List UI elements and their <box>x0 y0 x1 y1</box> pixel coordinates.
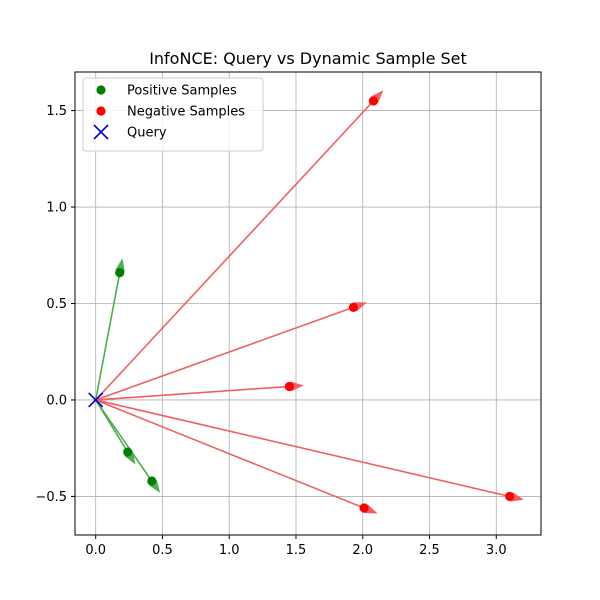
legend-query-marker-stroke <box>93 124 109 140</box>
negative-arrow-shaft <box>95 385 292 401</box>
legend-box <box>82 77 264 152</box>
points <box>88 96 515 513</box>
negative-sample-point <box>359 503 369 513</box>
x-tick-label: 3.0 <box>486 543 507 558</box>
query-marker-stroke <box>88 392 104 408</box>
legend-negative-marker <box>96 106 106 116</box>
legend-label: Query <box>127 126 167 141</box>
positive-sample-point <box>123 447 133 457</box>
positive-arrow-shaft <box>94 270 121 401</box>
negative-sample-point <box>284 381 294 392</box>
positive-arrow-shaft <box>95 399 154 484</box>
negative-sample-point <box>368 96 379 106</box>
x-tick-label: 2.0 <box>352 543 373 558</box>
y-tick-label: 0.0 <box>46 393 67 408</box>
x-tick-label: 0.0 <box>85 543 106 558</box>
y-tick-label: 1.5 <box>46 104 67 119</box>
negative-arrow-shaft <box>95 399 512 498</box>
negative-arrow-shaft <box>95 98 376 401</box>
axes: 0.0 0.5 1.0 1.5 2.0 2.5 3.0 −0.5 0.0 0.5 1.0 1.5 <box>35 71 542 558</box>
x-tick-label: 0.5 <box>152 543 173 558</box>
positive-sample-point <box>115 268 125 278</box>
chart-title: InfoNCE: Query vs Dynamic Sample Set <box>149 49 467 68</box>
positive-sample-point <box>147 476 157 486</box>
x-tick-label: 1.5 <box>286 543 307 558</box>
arrows <box>94 90 524 514</box>
negative-sample-point <box>348 302 358 312</box>
y-tick-label: 0.5 <box>46 297 67 312</box>
legend-label: Positive Samples <box>127 84 237 99</box>
legend-positive-marker <box>96 85 106 95</box>
legend: Positive Samples Negative Samples Query <box>82 77 264 152</box>
negative-arrow-shaft <box>95 399 367 510</box>
negative-arrow-shaft <box>95 305 356 401</box>
negative-sample-point <box>505 491 515 502</box>
legend-label: Negative Samples <box>127 105 245 120</box>
y-tick-label: 1.0 <box>46 201 67 216</box>
x-tick-label: 1.0 <box>219 543 240 558</box>
x-tick-label: 2.5 <box>419 543 440 558</box>
y-tick-label: −0.5 <box>35 490 67 505</box>
